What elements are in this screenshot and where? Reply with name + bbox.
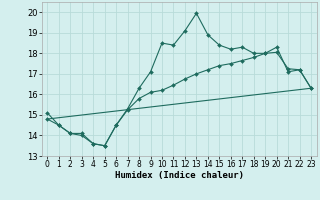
X-axis label: Humidex (Indice chaleur): Humidex (Indice chaleur)	[115, 171, 244, 180]
